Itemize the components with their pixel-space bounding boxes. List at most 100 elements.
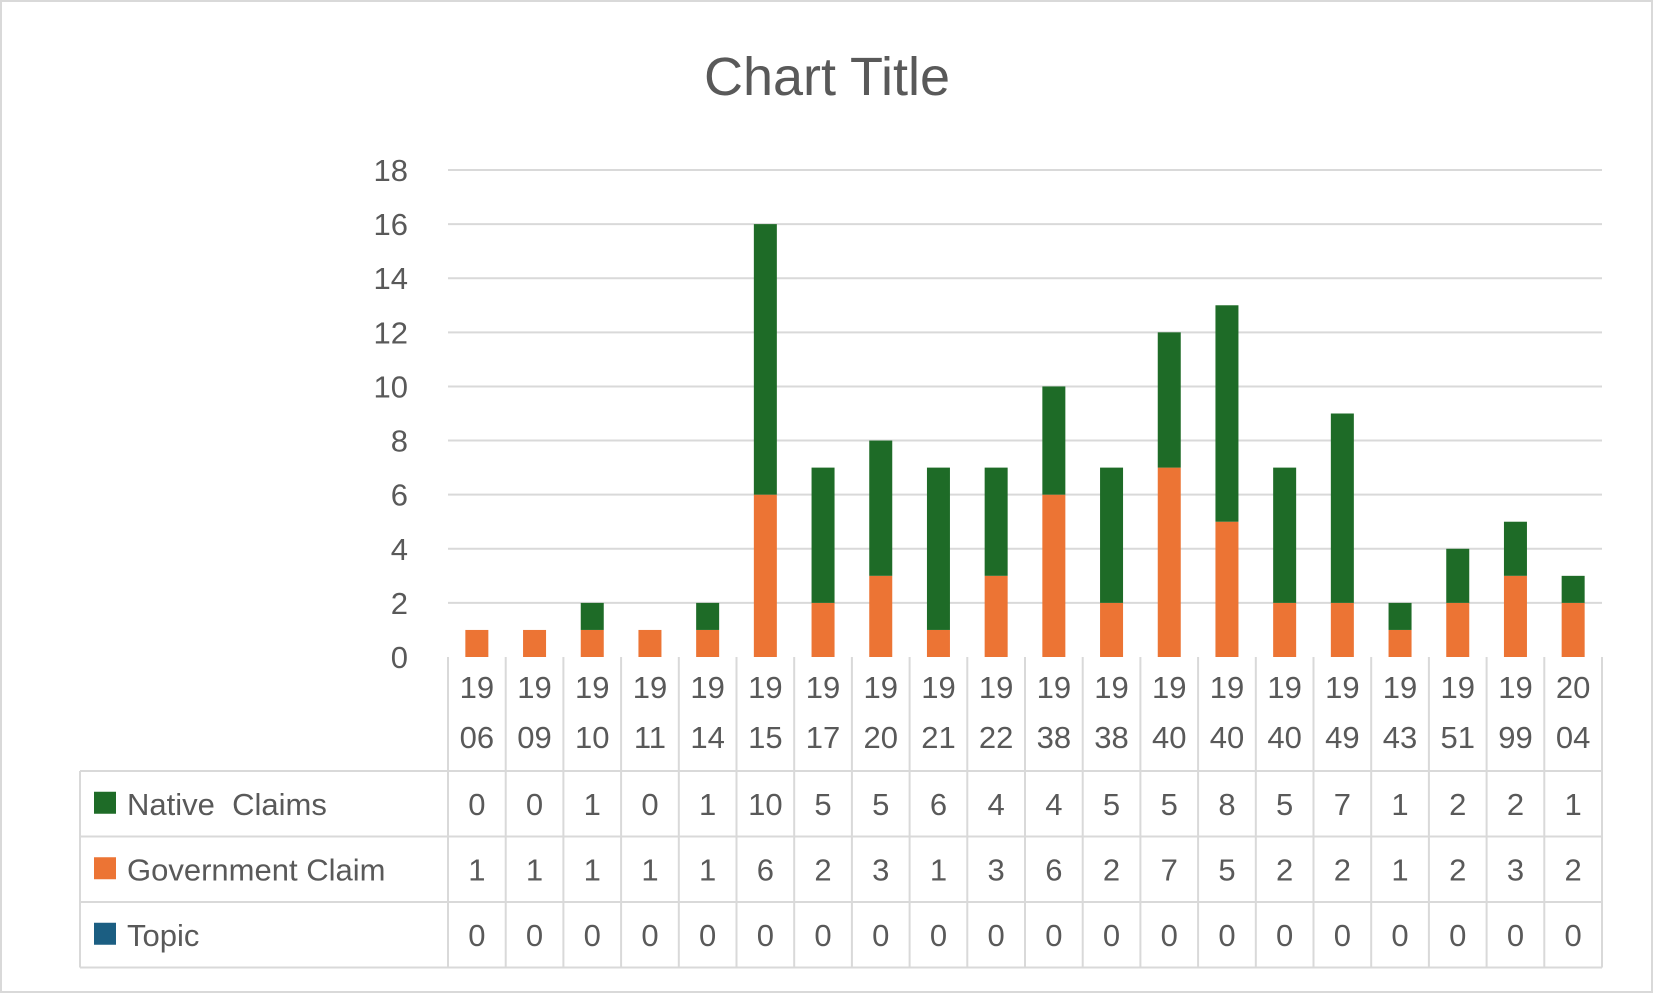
y-tick-label: 8	[391, 424, 408, 459]
x-tick-label: 19	[1152, 670, 1186, 705]
x-tick-label: 14	[690, 720, 724, 755]
x-tick-label: 20	[1556, 670, 1590, 705]
legend-key	[94, 857, 116, 880]
x-tick-label: 19	[1498, 670, 1532, 705]
data-table-value: 0	[468, 918, 485, 953]
data-table-value: 0	[1449, 918, 1466, 953]
x-tick-label: 19	[1267, 670, 1301, 705]
data-table-value: 0	[1276, 918, 1293, 953]
x-tick-label: 40	[1267, 720, 1301, 755]
x-tick-label: 19	[806, 670, 840, 705]
bar-segment	[1215, 521, 1239, 657]
y-tick-label: 10	[374, 369, 408, 404]
x-tick-label: 19	[1037, 670, 1071, 705]
data-table-value: 2	[814, 852, 831, 887]
bar-segment	[984, 467, 1008, 576]
x-tick-label: 19	[748, 670, 782, 705]
x-tick-label: 38	[1094, 720, 1128, 755]
x-tick-label: 19	[460, 670, 494, 705]
data-table-value: 2	[1565, 852, 1582, 887]
data-table-value: 1	[699, 852, 716, 887]
bar-segment	[1561, 602, 1585, 657]
x-tick-label: 19	[1094, 670, 1128, 705]
x-tick-label: 19	[1441, 670, 1475, 705]
legend-label: Government Claim	[127, 852, 385, 887]
data-table-value: 0	[1218, 918, 1235, 953]
x-tick-label: 40	[1210, 720, 1244, 755]
data-table-value: 1	[1391, 852, 1408, 887]
data-table-value: 0	[757, 918, 774, 953]
x-tick-label: 19	[921, 670, 955, 705]
bar-segment	[1273, 467, 1297, 603]
data-table-value: 2	[1276, 852, 1293, 887]
bar-segment	[1330, 413, 1354, 603]
bar-segment	[1100, 467, 1124, 603]
bar-segment	[1388, 629, 1412, 657]
x-tick-label: 22	[979, 720, 1013, 755]
bars	[465, 224, 1585, 657]
x-tick-label: 04	[1556, 720, 1590, 755]
legend-key	[94, 791, 116, 814]
bar-segment	[984, 575, 1008, 657]
x-tick-label: 15	[748, 720, 782, 755]
data-table-value: 2	[1507, 787, 1524, 822]
data-table-value: 5	[1218, 852, 1235, 887]
legend-key	[94, 922, 116, 945]
bar-segment	[1561, 575, 1585, 603]
x-tick-label: 19	[979, 670, 1013, 705]
x-tick-label: 19	[1383, 670, 1417, 705]
data-table-value: 1	[584, 852, 601, 887]
x-tick-label: 19	[690, 670, 724, 705]
x-tick-label: 17	[806, 720, 840, 755]
x-tick-label: 99	[1498, 720, 1532, 755]
x-tick-label: 19	[1210, 670, 1244, 705]
data-table-value: 4	[1045, 787, 1062, 822]
data-table-value: 3	[1507, 852, 1524, 887]
x-tick-label: 38	[1037, 720, 1071, 755]
data-table-value: 8	[1218, 787, 1235, 822]
bar-segment	[523, 629, 547, 657]
bar-segment	[580, 629, 604, 657]
x-tick-label: 06	[460, 720, 494, 755]
bar-segment	[753, 494, 777, 657]
x-tick-label: 10	[575, 720, 609, 755]
data-table-value: 0	[641, 787, 658, 822]
data-table-value: 2	[1103, 852, 1120, 887]
bar-segment	[811, 602, 835, 657]
chart-title: Chart Title	[704, 47, 950, 107]
data-table-value: 1	[526, 852, 543, 887]
data-table-value: 0	[1507, 918, 1524, 953]
x-tick-label: 09	[517, 720, 551, 755]
data-table-value: 0	[814, 918, 831, 953]
data-table-value: 2	[1449, 852, 1466, 887]
data-table-value: 2	[1334, 852, 1351, 887]
y-tick-label: 2	[391, 586, 408, 621]
x-tick-label: 19	[864, 670, 898, 705]
bar-segment	[638, 629, 662, 657]
x-tick-label: 20	[864, 720, 898, 755]
data-table-value: 5	[1161, 787, 1178, 822]
data-table-value: 0	[584, 918, 601, 953]
data-table-value: 10	[748, 787, 782, 822]
bar-segment	[1157, 467, 1181, 657]
data-table-value: 1	[699, 787, 716, 822]
data-table-value: 1	[641, 852, 658, 887]
data-table-value: 0	[641, 918, 658, 953]
data-table-value: 5	[814, 787, 831, 822]
bar-segment	[753, 224, 777, 495]
data-table-value: 7	[1161, 852, 1178, 887]
data-table-value: 6	[757, 852, 774, 887]
bar-segment	[1042, 386, 1066, 495]
data-table-value: 0	[1565, 918, 1582, 953]
data-table-value: 6	[1045, 852, 1062, 887]
data-table-value: 1	[468, 852, 485, 887]
bar-segment	[1446, 602, 1470, 657]
data-table-value: 0	[526, 787, 543, 822]
x-tick-label: 51	[1441, 720, 1475, 755]
bar-segment	[1215, 305, 1239, 522]
data-table-value: 0	[872, 918, 889, 953]
data-table-value: 0	[988, 918, 1005, 953]
data-table-value: 0	[1161, 918, 1178, 953]
bar-segment	[1330, 602, 1354, 657]
